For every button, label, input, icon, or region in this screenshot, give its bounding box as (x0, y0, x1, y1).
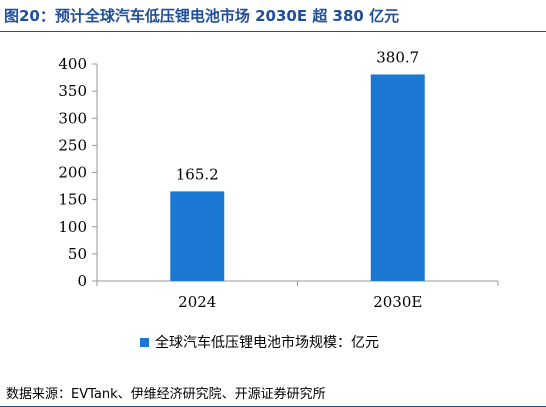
title-divider (0, 31, 546, 32)
y-tick-label: 350 (58, 82, 87, 100)
data-label: 165.2 (176, 165, 219, 183)
source-note: 数据来源：EVTank、伊维经济研究院、开源证券研究所 (6, 387, 326, 402)
y-tick-label: 0 (77, 272, 87, 290)
y-tick-label: 250 (58, 136, 87, 154)
chart-title: 图20：预计全球汽车低压锂电池市场 2030E 超 380 亿元 (4, 7, 400, 25)
legend-swatch (140, 337, 149, 347)
x-tick-label: 2030E (373, 293, 422, 311)
y-tick-label: 150 (58, 191, 87, 209)
bar-2024 (170, 191, 225, 281)
legend-label: 全球汽车低压锂电池市场规模：亿元 (155, 335, 379, 351)
bar-2030E (370, 74, 425, 281)
y-tick-label: 100 (58, 218, 87, 236)
y-tick-label: 300 (58, 109, 87, 127)
chart-legend: 全球汽车低压锂电池市场规模：亿元 (140, 332, 379, 352)
data-label: 380.7 (376, 48, 419, 66)
x-tick-label: 2024 (178, 293, 216, 311)
bar-chart: 0 50 100 150 200 250 300 350 400 165.2 2024 380.7 20… (58, 48, 499, 311)
y-tick-label: 400 (58, 55, 87, 73)
y-tick-label: 200 (58, 164, 87, 182)
y-tick-label: 50 (68, 245, 87, 263)
